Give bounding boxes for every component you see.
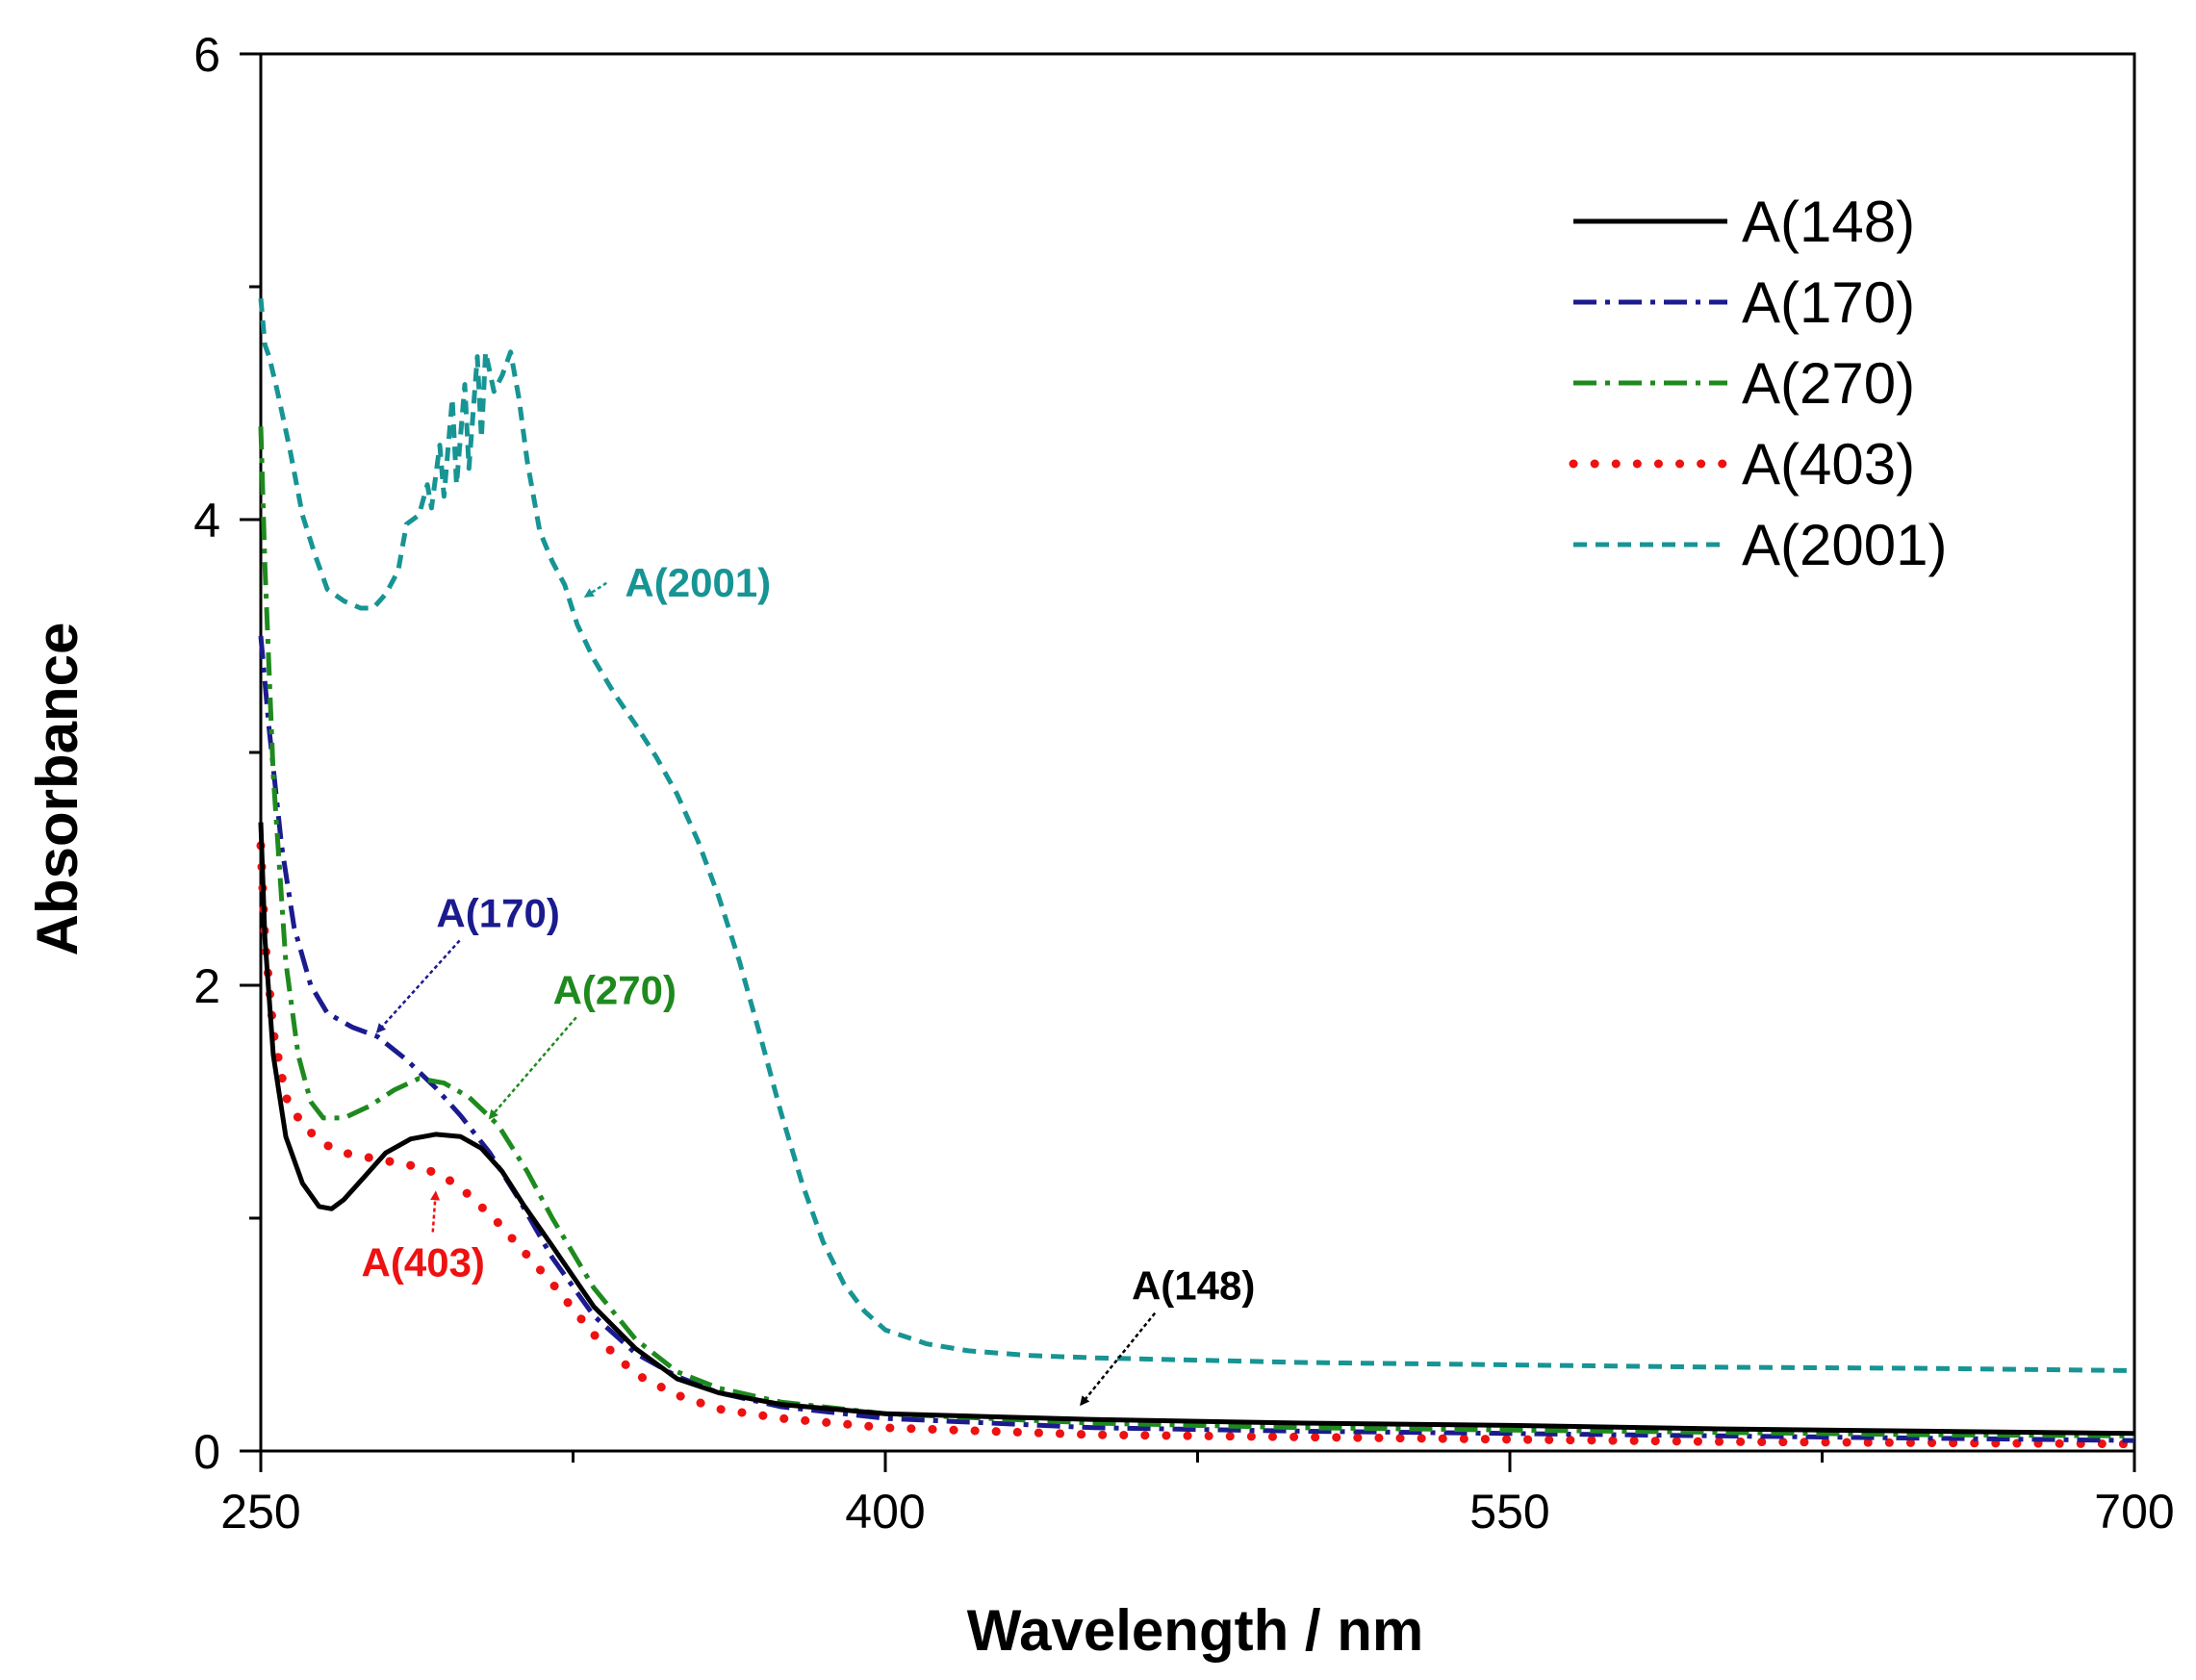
legend-label: A(2001): [1742, 513, 1947, 577]
x-tick-label: 700: [2094, 1485, 2174, 1539]
x-tick-label: 250: [220, 1485, 300, 1539]
annotation-label: A(148): [1132, 1263, 1255, 1309]
series-line-a403: [256, 841, 2139, 1449]
series-line-a270: [258, 426, 2135, 1438]
series-line-a148: [258, 822, 2135, 1437]
annotation-label: A(403): [362, 1240, 485, 1285]
y-tick-label: 2: [193, 959, 220, 1013]
annotation-arrow: [430, 1190, 441, 1233]
legend-label: A(403): [1742, 432, 1915, 496]
plot-area-border: [259, 52, 2136, 1453]
series-line-a2001: [258, 297, 2135, 1373]
legend-label: A(148): [1742, 190, 1915, 254]
axis-ticks: 250 400 550 700 0 2 4 6: [193, 28, 2175, 1539]
y-tick-label: 4: [193, 494, 220, 547]
x-tick-label: 400: [845, 1485, 925, 1539]
legend-label: A(170): [1742, 270, 1915, 335]
annotations: A(2001) A(170) A(270) A(403) A(148): [362, 560, 1255, 1407]
y-axis-title: Absorbance: [25, 623, 89, 956]
annotation-arrow: [583, 581, 607, 598]
annotation-label: A(2001): [625, 560, 771, 605]
series-line-a170: [258, 635, 2135, 1443]
annotation-label: A(270): [553, 967, 677, 1012]
annotation-arrow: [1080, 1311, 1157, 1407]
x-axis-title: Wavelength / nm: [967, 1598, 1424, 1663]
annotation-arrow: [375, 939, 461, 1033]
legend-label: A(270): [1742, 351, 1915, 416]
x-tick-label: 550: [1469, 1485, 1549, 1539]
legend: A(148) A(170) A(270) A(403) A(2001): [1569, 190, 1947, 577]
plot-frame: [259, 52, 2136, 1453]
y-tick-label: 6: [193, 28, 220, 82]
y-tick-label: 0: [193, 1425, 220, 1479]
series-layer: [256, 297, 2139, 1449]
annotation-arrow: [488, 1016, 577, 1120]
annotation-label: A(170): [436, 891, 559, 936]
